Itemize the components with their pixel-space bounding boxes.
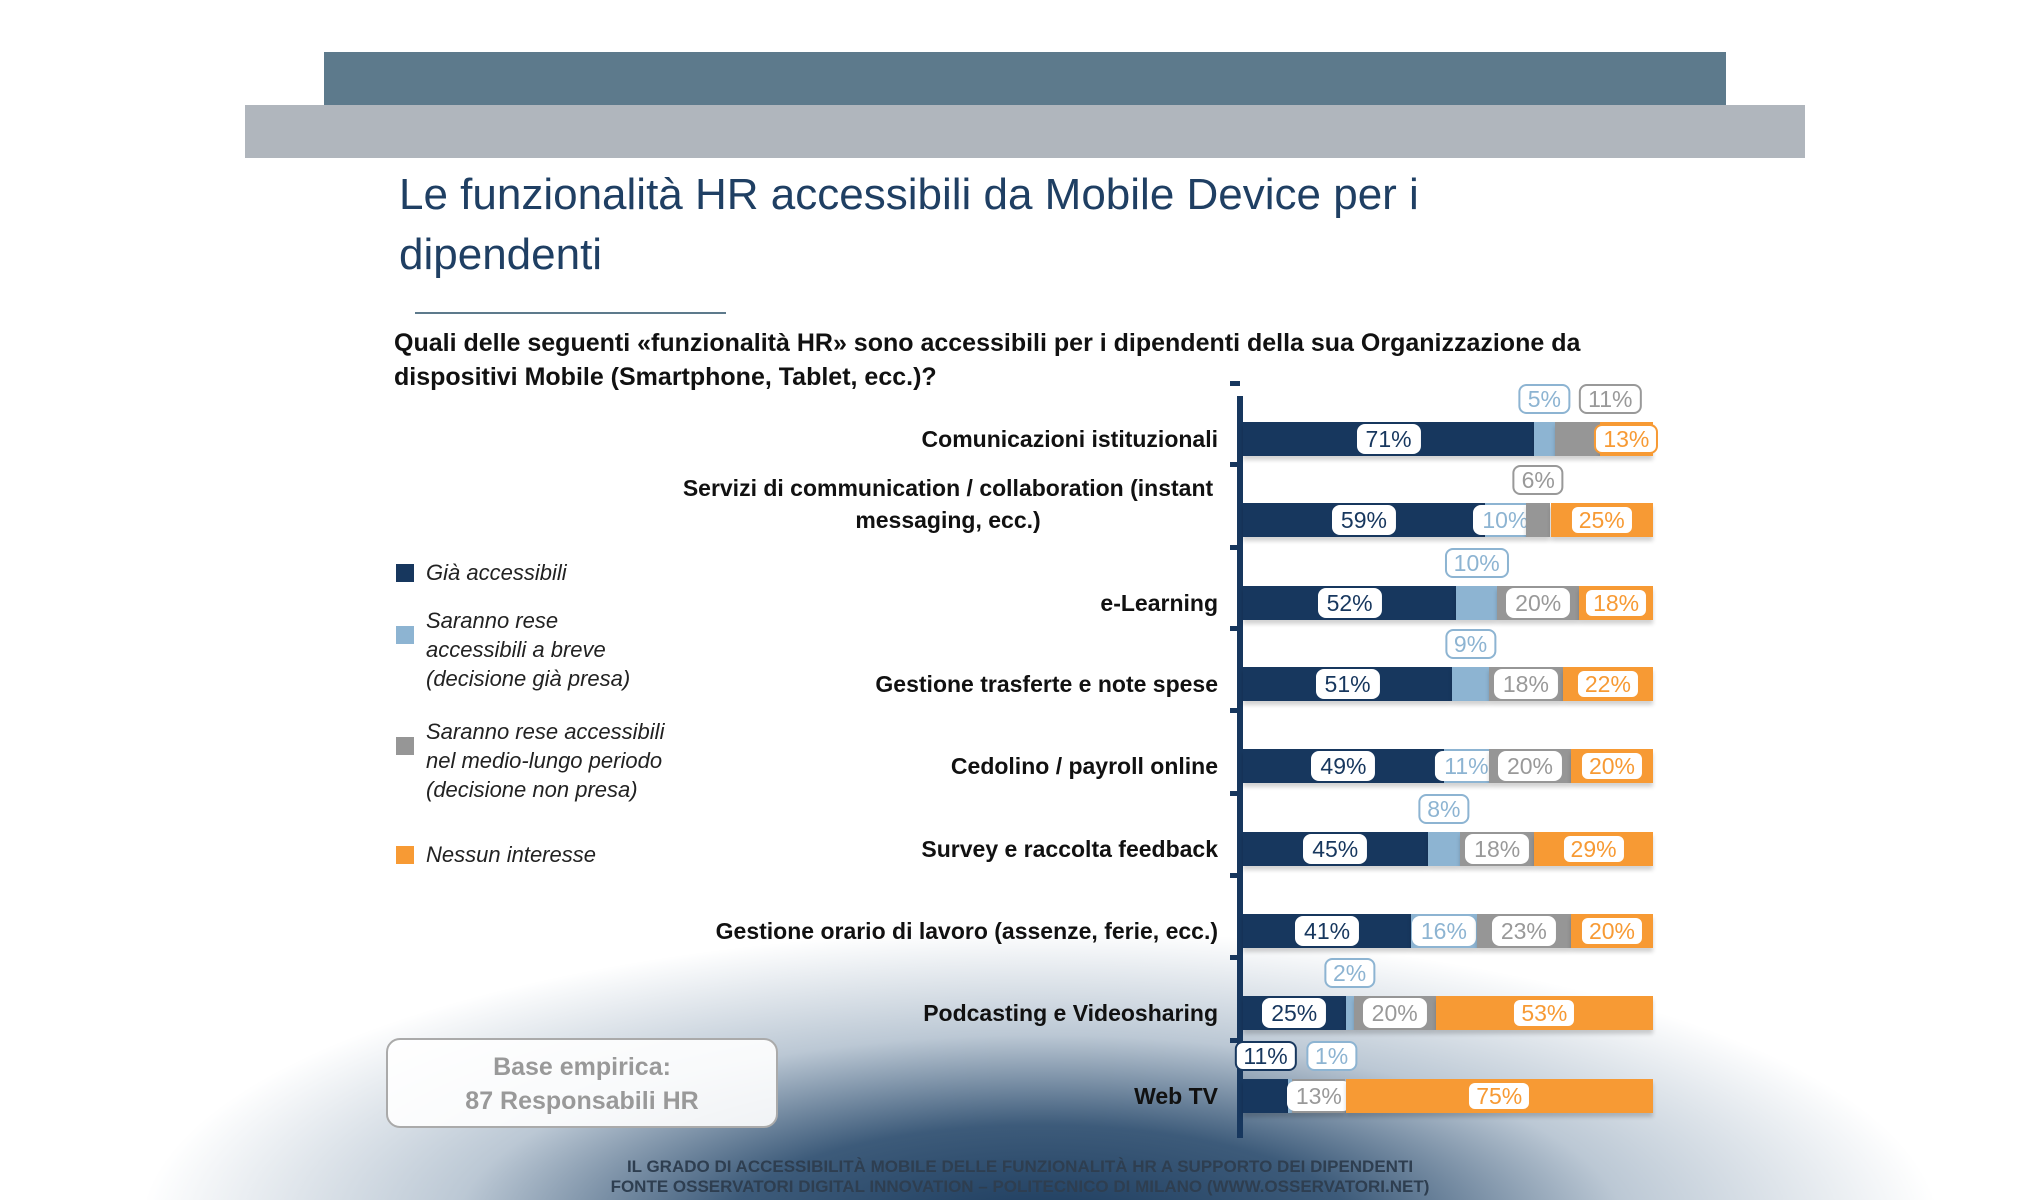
- data-label: 51%: [1315, 669, 1380, 699]
- data-label: 20%: [1579, 916, 1645, 946]
- axis-tick: [1230, 462, 1240, 467]
- data-label: 6%: [1512, 465, 1564, 495]
- data-label: 18%: [1493, 669, 1558, 699]
- data-label: 2%: [1323, 958, 1376, 988]
- data-label: 20%: [1579, 751, 1645, 781]
- axis-tick: [1230, 873, 1240, 878]
- footer-line2: FONTE OSSERVATORI DIGITAL INNOVATION – P…: [610, 1177, 1430, 1196]
- bar-segment: [1345, 996, 1354, 1030]
- base-line2: 87 Responsabili HR: [465, 1087, 699, 1115]
- data-label: 11%: [1234, 1041, 1297, 1071]
- bar-segment: [1554, 422, 1600, 456]
- header-band-dark: [324, 52, 1726, 105]
- data-label: 75%: [1467, 1081, 1532, 1111]
- bar-segment: [1525, 503, 1551, 537]
- bar-segment: [1456, 586, 1498, 620]
- axis-tick: [1230, 1038, 1240, 1043]
- header-band-gray: [245, 105, 1805, 158]
- legend-swatch: [396, 846, 414, 864]
- data-label: 11%: [1579, 384, 1642, 414]
- title-divider: [415, 312, 726, 314]
- page-title: Le funzionalità HR accessibili da Mobile…: [399, 170, 1419, 279]
- bar-segment: [1452, 667, 1489, 701]
- data-label: 22%: [1575, 669, 1640, 699]
- data-label: 18%: [1584, 588, 1649, 618]
- legend-swatch: [396, 737, 414, 755]
- data-label: 9%: [1444, 629, 1497, 659]
- data-label: 20%: [1506, 588, 1571, 618]
- data-label: 45%: [1303, 834, 1368, 864]
- category-label: Cedolino / payroll online: [950, 753, 1218, 779]
- footer-line1: IL GRADO DI ACCESSIBILITÀ MOBILE DELLE F…: [626, 1157, 1414, 1176]
- axis-tick: [1230, 626, 1240, 631]
- legend-label: Saranno rese accessibili a breve (decisi…: [426, 608, 631, 691]
- category-label: Survey e raccolta feedback: [921, 836, 1218, 862]
- data-label: 23%: [1491, 916, 1556, 946]
- axis-tick: [1230, 381, 1240, 386]
- data-label: 25%: [1569, 505, 1634, 535]
- data-label: 1%: [1305, 1041, 1358, 1071]
- axis-tick: [1230, 955, 1240, 960]
- legend-item: Saranno rese accessibili nel medio-lungo…: [396, 717, 676, 804]
- data-label: 53%: [1512, 998, 1577, 1028]
- data-label: 20%: [1497, 751, 1563, 781]
- base-empirica-box: Base empirica: 87 Responsabili HR: [386, 1038, 778, 1128]
- data-label: 13%: [1286, 1081, 1351, 1111]
- data-label: 59%: [1331, 505, 1396, 535]
- bar-segment: [1534, 422, 1555, 456]
- legend-label: Saranno rese accessibili nel medio-lungo…: [426, 719, 665, 802]
- axis-tick: [1230, 708, 1240, 713]
- legend-swatch: [396, 626, 414, 644]
- legend-item: Saranno rese accessibili a breve (decisi…: [396, 606, 656, 693]
- data-label: 10%: [1444, 548, 1509, 578]
- legend-item: Già accessibili: [396, 558, 567, 587]
- data-label: 11%: [1435, 751, 1498, 781]
- base-line1: Base empirica:: [493, 1053, 671, 1081]
- category-label: Servizi di communication / collaboration…: [682, 475, 1214, 533]
- data-label: 5%: [1518, 384, 1570, 414]
- data-label: 10%: [1473, 505, 1538, 535]
- data-label: 13%: [1594, 424, 1659, 454]
- data-label: 29%: [1561, 834, 1626, 864]
- data-label: 16%: [1411, 916, 1476, 946]
- data-label: 41%: [1295, 916, 1360, 946]
- category-label: Gestione trasferte e note spese: [875, 671, 1218, 697]
- category-label: Gestione orario di lavoro (assenze, feri…: [715, 918, 1218, 944]
- category-label: Podcasting e Videosharing: [923, 1000, 1218, 1026]
- axis-tick: [1230, 791, 1240, 796]
- data-label: 49%: [1311, 751, 1376, 781]
- legend-label: Nessun interesse: [426, 842, 596, 867]
- legend-swatch: [396, 564, 414, 582]
- data-label: 20%: [1362, 998, 1427, 1028]
- bar-segment: [1427, 832, 1461, 866]
- survey-question: Quali delle seguenti «funzionalità HR» s…: [394, 329, 1581, 391]
- bar-segment: [1243, 1079, 1289, 1113]
- category-label: Web TV: [1134, 1083, 1218, 1109]
- data-label: 52%: [1317, 588, 1382, 618]
- category-label: e-Learning: [1100, 590, 1218, 616]
- data-label: 18%: [1465, 834, 1530, 864]
- category-label: Comunicazioni istituzionali: [921, 426, 1218, 452]
- data-label: 71%: [1356, 424, 1421, 454]
- legend-item: Nessun interesse: [396, 840, 596, 869]
- legend-label: Già accessibili: [426, 560, 567, 585]
- data-label: 25%: [1262, 998, 1327, 1028]
- data-label: 8%: [1418, 794, 1470, 824]
- axis-tick: [1230, 545, 1240, 550]
- y-axis-line: [1237, 396, 1243, 1138]
